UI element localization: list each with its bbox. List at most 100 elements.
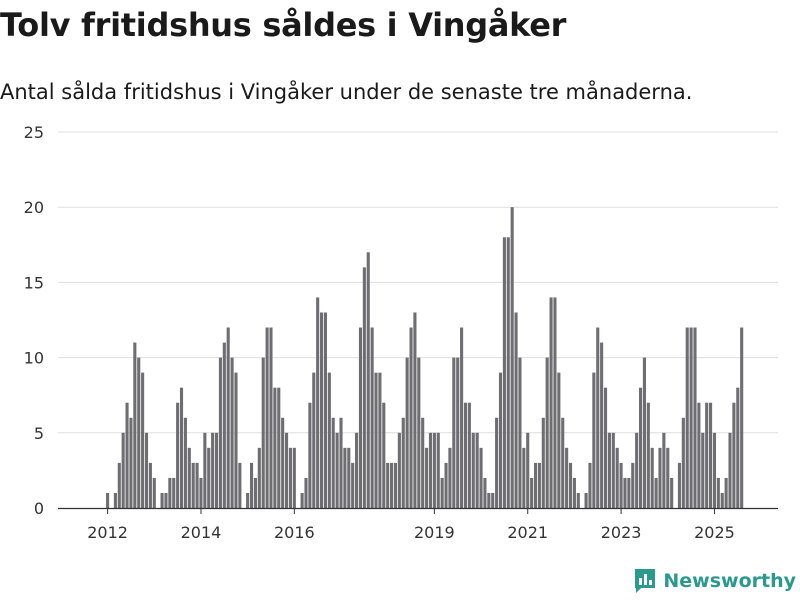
bar	[339, 417, 343, 508]
bar	[335, 432, 339, 508]
bar	[257, 447, 261, 508]
bar	[693, 327, 697, 508]
bar	[670, 477, 674, 508]
bar	[701, 432, 705, 508]
bar	[113, 492, 117, 508]
bar	[709, 402, 713, 508]
bar	[179, 387, 184, 508]
bar	[214, 432, 219, 508]
bar	[491, 492, 495, 508]
bar	[285, 432, 289, 508]
bar	[495, 417, 499, 508]
annotations: 12	[735, 0, 757, 5]
bar	[619, 462, 623, 508]
bar	[199, 477, 203, 508]
bar	[370, 327, 374, 508]
bar	[712, 432, 716, 508]
bar	[195, 462, 199, 508]
bar	[273, 387, 277, 508]
bar	[137, 357, 141, 508]
bar	[386, 462, 390, 508]
bar	[553, 297, 557, 508]
bar	[141, 372, 145, 508]
bar	[288, 447, 292, 508]
bar	[300, 492, 304, 508]
bar	[615, 447, 619, 508]
bar	[584, 492, 588, 508]
bar	[662, 432, 666, 508]
bar	[588, 462, 592, 508]
bar	[246, 492, 250, 508]
bar	[308, 402, 312, 508]
bar	[736, 387, 740, 508]
bar	[355, 432, 359, 508]
bar	[603, 387, 608, 508]
bar	[207, 447, 211, 508]
bar	[281, 417, 285, 508]
bar	[172, 477, 176, 508]
bar	[413, 312, 417, 508]
bars	[106, 207, 744, 508]
bar	[705, 402, 709, 508]
bar	[697, 402, 701, 508]
bar	[226, 327, 230, 508]
bar	[452, 357, 456, 508]
bar	[654, 477, 658, 508]
bar	[323, 312, 327, 508]
bar	[425, 447, 429, 508]
bar	[549, 297, 553, 508]
x-tick-label: 2014	[181, 523, 222, 542]
bar	[106, 492, 110, 508]
bar	[627, 477, 631, 508]
bar	[642, 357, 646, 508]
bar	[378, 372, 382, 508]
bar	[374, 372, 378, 508]
bar	[121, 432, 125, 508]
bar	[518, 357, 522, 508]
bar	[347, 447, 351, 508]
bar	[358, 327, 363, 508]
brand-logo-block: Newsworthy	[633, 568, 796, 594]
bar	[428, 432, 433, 508]
bar	[218, 357, 222, 508]
bar	[740, 327, 744, 508]
bar	[249, 462, 254, 508]
bar	[456, 357, 460, 508]
bar	[393, 462, 398, 508]
bar	[222, 342, 226, 508]
bar	[238, 462, 242, 508]
bar	[728, 432, 732, 508]
bar	[533, 462, 538, 508]
bar	[444, 462, 448, 508]
bar	[514, 312, 518, 508]
bar	[732, 402, 736, 508]
bar	[635, 432, 639, 508]
x-tick-label: 2021	[507, 523, 548, 542]
bar	[685, 327, 689, 508]
bar	[265, 327, 269, 508]
y-tick-label: 20	[24, 198, 44, 217]
bar	[677, 462, 681, 508]
bar	[467, 402, 471, 508]
bar	[716, 477, 720, 508]
bar	[331, 417, 335, 508]
bar	[148, 462, 152, 508]
bar	[557, 372, 561, 508]
bar	[506, 237, 510, 508]
bar	[152, 477, 156, 508]
bar	[596, 327, 600, 508]
bar	[164, 492, 168, 508]
bar	[292, 447, 296, 508]
bar	[327, 372, 331, 508]
bar	[390, 462, 394, 508]
bar	[362, 267, 366, 508]
bar	[487, 492, 491, 508]
bar	[502, 237, 506, 508]
bar	[460, 327, 464, 508]
bar	[436, 432, 440, 508]
bar	[658, 447, 662, 508]
bar	[537, 462, 541, 508]
bar	[366, 252, 370, 508]
y-tick-label: 0	[34, 499, 44, 518]
